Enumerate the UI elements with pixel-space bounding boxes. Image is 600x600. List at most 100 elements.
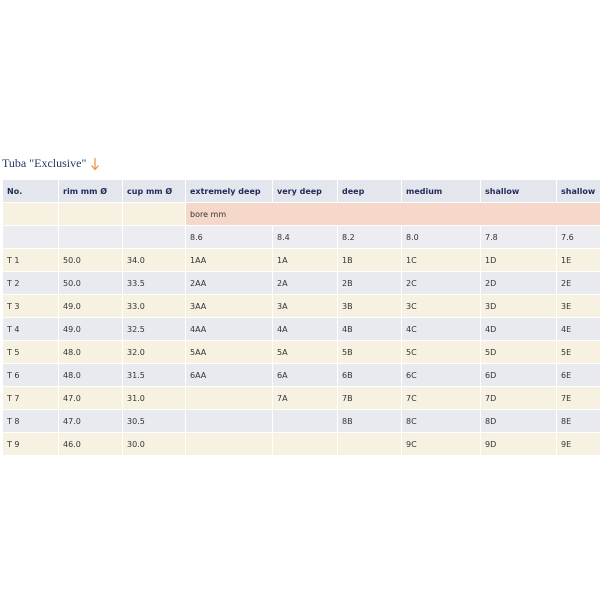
- header-cell: medium: [401, 179, 481, 203]
- table-cell: 46.0: [58, 432, 123, 456]
- table-row: T 1 50.0 34.0 1AA 1A 1B 1C 1D 1E: [2, 248, 600, 272]
- table-cell: 5D: [480, 340, 557, 364]
- table-row: T 8 47.0 30.5 8B 8C 8D 8E: [2, 409, 600, 433]
- table-cell: 1C: [401, 248, 481, 272]
- table-cell: 7B: [337, 386, 402, 410]
- empty-cell: [185, 432, 273, 456]
- header-cell: No.: [2, 179, 59, 203]
- empty-cell: [122, 225, 186, 249]
- table-cell: 49.0: [58, 294, 123, 318]
- table-cell: 1E: [556, 248, 600, 272]
- table-cell: 5A: [272, 340, 338, 364]
- table-cell: 30.0: [122, 432, 186, 456]
- table-cell: 47.0: [58, 409, 123, 433]
- table-cell: 2B: [337, 271, 402, 295]
- table-cell: 8E: [556, 409, 600, 433]
- table-cell: T 6: [2, 363, 59, 387]
- table-cell: 4D: [480, 317, 557, 341]
- table-cell: T 9: [2, 432, 59, 456]
- table-cell: 32.0: [122, 340, 186, 364]
- table-cell: T 7: [2, 386, 59, 410]
- table-cell: T 2: [2, 271, 59, 295]
- table-cell: 5E: [556, 340, 600, 364]
- table-cell: T 4: [2, 317, 59, 341]
- table-cell: 9E: [556, 432, 600, 456]
- table-cell: 9D: [480, 432, 557, 456]
- table-cell: 1B: [337, 248, 402, 272]
- table-cell: 3C: [401, 294, 481, 318]
- table-cell: 6D: [480, 363, 557, 387]
- table-cell: 6A: [272, 363, 338, 387]
- table-cell: 1AA: [185, 248, 273, 272]
- table-cell: 34.0: [122, 248, 186, 272]
- table-row: T 3 49.0 33.0 3AA 3A 3B 3C 3D 3E: [2, 294, 600, 318]
- title: Tuba "Exclusive": [2, 156, 87, 170]
- table-row: T 2 50.0 33.5 2AA 2A 2B 2C 2D 2E: [2, 271, 600, 295]
- bore-value: 7.6: [556, 225, 600, 249]
- bore-value: 8.6: [185, 225, 273, 249]
- table-cell: 8C: [401, 409, 481, 433]
- table-cell: 4E: [556, 317, 600, 341]
- table-cell: 6B: [337, 363, 402, 387]
- table-cell: 4AA: [185, 317, 273, 341]
- bore-label: bore mm: [185, 202, 600, 226]
- table-cell: 4B: [337, 317, 402, 341]
- table-cell: 33.0: [122, 294, 186, 318]
- table-cell: 5AA: [185, 340, 273, 364]
- table-cell: 7A: [272, 386, 338, 410]
- arrow-icon: [91, 158, 99, 171]
- table-cell: 5C: [401, 340, 481, 364]
- empty-cell: [272, 432, 338, 456]
- header-cell: very deep: [272, 179, 338, 203]
- empty-cell: [337, 432, 402, 456]
- table-cell: 2A: [272, 271, 338, 295]
- table-cell: T 1: [2, 248, 59, 272]
- table-cell: 31.5: [122, 363, 186, 387]
- table-row: T 5 48.0 32.0 5AA 5A 5B 5C 5D 5E: [2, 340, 600, 364]
- table-cell: 8B: [337, 409, 402, 433]
- empty-cell: [58, 225, 123, 249]
- table-cell: 3D: [480, 294, 557, 318]
- empty-cell: [2, 225, 59, 249]
- table-cell: 6E: [556, 363, 600, 387]
- header-cell: shallow: [480, 179, 557, 203]
- table-cell: 3A: [272, 294, 338, 318]
- empty-cell: [58, 202, 123, 226]
- bore-row: bore mm: [2, 202, 600, 226]
- table-cell: 4A: [272, 317, 338, 341]
- table-cell: T 8: [2, 409, 59, 433]
- table-cell: 49.0: [58, 317, 123, 341]
- empty-cell: [185, 386, 273, 410]
- bore-value: 8.2: [337, 225, 402, 249]
- table-cell: 6C: [401, 363, 481, 387]
- table-cell: 48.0: [58, 363, 123, 387]
- table-cell: 7E: [556, 386, 600, 410]
- bore-value: 8.4: [272, 225, 338, 249]
- table-cell: 50.0: [58, 248, 123, 272]
- table-cell: 5B: [337, 340, 402, 364]
- bore-value: 8.0: [401, 225, 481, 249]
- table-row: T 6 48.0 31.5 6AA 6A 6B 6C 6D 6E: [2, 363, 600, 387]
- empty-cell: [272, 409, 338, 433]
- empty-cell: [2, 202, 59, 226]
- table-cell: 31.0: [122, 386, 186, 410]
- table-cell: 9C: [401, 432, 481, 456]
- table-cell: 1A: [272, 248, 338, 272]
- header-cell: extremely deep: [185, 179, 273, 203]
- table-cell: 50.0: [58, 271, 123, 295]
- table-cell: T 3: [2, 294, 59, 318]
- table-cell: 32.5: [122, 317, 186, 341]
- table-cell: 7D: [480, 386, 557, 410]
- table-row: T 9 46.0 30.0 9C 9D 9E: [2, 432, 600, 456]
- table-cell: 30.5: [122, 409, 186, 433]
- table-cell: T 5: [2, 340, 59, 364]
- bore-value: 7.8: [480, 225, 557, 249]
- table-cell: 1D: [480, 248, 557, 272]
- empty-cell: [185, 409, 273, 433]
- header-cell: shallow: [556, 179, 600, 203]
- header-cell: rim mm Ø: [58, 179, 123, 203]
- header-cell: deep: [337, 179, 402, 203]
